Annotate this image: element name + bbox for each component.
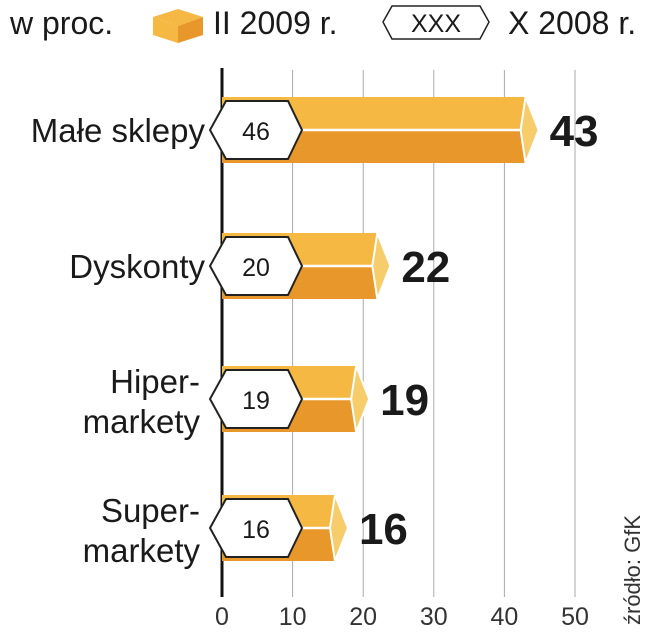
previous-value-hexagon <box>208 498 304 558</box>
current-value-label: 19 <box>380 376 429 425</box>
legend-box-icon-left <box>153 17 178 43</box>
x-tick-label: 0 <box>215 603 229 631</box>
source-label: źródło: GfK <box>620 515 645 625</box>
bar-end-cap <box>519 93 540 167</box>
x-tick-label: 30 <box>420 603 448 631</box>
bar-end-cap <box>350 362 371 436</box>
legend-box-icon-top <box>153 9 203 26</box>
legend-unit-label: w proc. <box>9 5 113 41</box>
category-label: markety <box>83 403 201 440</box>
previous-value-hexagon <box>208 100 304 160</box>
legend-label-current: II 2009 r. <box>213 5 338 41</box>
legend-box-icon-right <box>178 17 203 43</box>
category-label: Dyskonty <box>69 248 205 285</box>
legend-hexagon-icon <box>382 5 490 40</box>
x-tick-label: 40 <box>490 603 518 631</box>
previous-value-hexagon <box>208 236 304 296</box>
category-label: Małe sklepy <box>31 112 206 149</box>
previous-value-label: 16 <box>242 516 270 544</box>
x-tick-label: 50 <box>561 603 589 631</box>
category-label: markety <box>83 532 201 569</box>
legend-label-previous: X 2008 r. <box>508 5 636 41</box>
previous-value-label: 20 <box>242 254 270 282</box>
legend-hexagon-sample: XXX <box>411 10 461 38</box>
current-value-label: 22 <box>401 243 450 292</box>
current-value-label: 43 <box>550 107 599 156</box>
x-tick-label: 20 <box>349 603 377 631</box>
bar-end-cap <box>371 229 392 303</box>
previous-value-hexagon <box>208 369 304 429</box>
bar-end-cap <box>328 491 350 565</box>
category-label: Super- <box>101 492 200 529</box>
category-label: Hiper- <box>110 363 200 400</box>
previous-value-label: 19 <box>242 387 270 415</box>
x-tick-label: 10 <box>279 603 307 631</box>
current-value-label: 16 <box>359 505 408 554</box>
previous-value-label: 46 <box>242 118 270 146</box>
